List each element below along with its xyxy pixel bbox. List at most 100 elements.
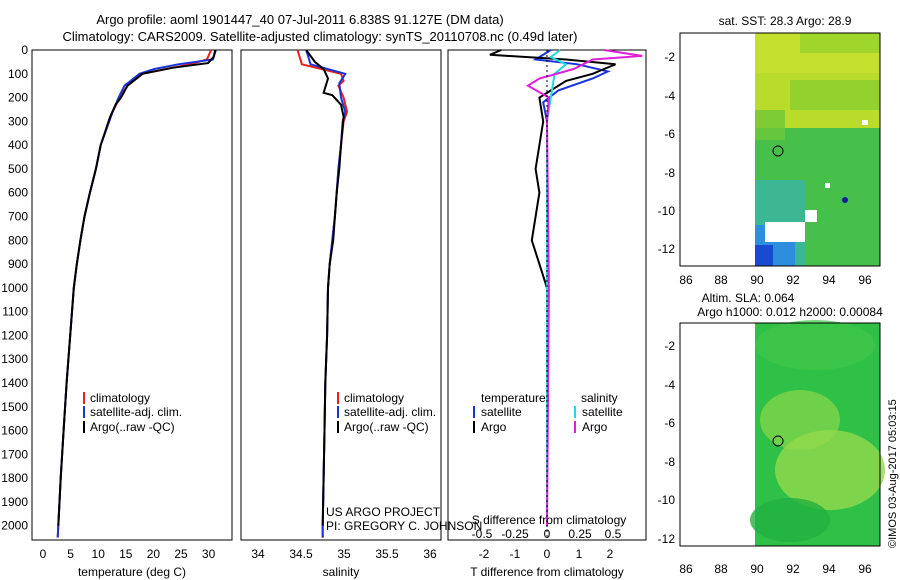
sal-xtick: 35: [337, 547, 351, 561]
sst-ytick: -2: [664, 50, 675, 64]
sal-xtick: 34.5: [289, 547, 313, 561]
series-line-satellite-adj-clim-: [56, 49, 217, 538]
legend-label: Argo: [582, 420, 608, 434]
depth-tick-label: 1300: [1, 352, 28, 366]
legend-label: Argo: [481, 420, 507, 434]
credit-line2: PI: GREGORY C. JOHNSON: [326, 519, 482, 533]
credit-line1: US ARGO PROJECT: [326, 505, 441, 519]
sst-argo-marker: [772, 145, 784, 157]
diff-top-tick: 0: [544, 527, 551, 541]
depth-axis: 0 100 200 300 400 500 600 700 800 900 1000 1100 1200…: [1, 43, 28, 533]
salinity-panel-frame: [240, 49, 442, 541]
depth-tick-label: 1600: [1, 424, 28, 438]
sla-ytick: -10: [658, 493, 676, 507]
depth-tick-label: 1100: [2, 305, 28, 319]
series-line-climatology: [296, 49, 349, 538]
temp-xlabel: temperature (deg C): [78, 565, 186, 579]
sal-xtick: 36: [423, 547, 437, 561]
temperature-panel-frame: [31, 49, 233, 541]
sla-ytick: -2: [664, 339, 675, 353]
diff-bottom-tick: 1: [576, 547, 583, 561]
sst-ytick: -8: [664, 166, 675, 180]
sla-map: [679, 320, 885, 547]
depth-tick-label: 700: [8, 210, 28, 224]
depth-tick-label: 400: [8, 138, 28, 152]
depth-tick-label: 300: [8, 114, 28, 128]
imos-stamp: ©IMOS 03-Aug-2017 05:03:15: [887, 399, 899, 548]
sst-xtick: 96: [858, 273, 872, 287]
depth-tick-label: 1500: [1, 400, 28, 414]
sal-xtick: 35.5: [375, 547, 399, 561]
header-line2: Climatology: CARS2009. Satellite-adjuste…: [62, 29, 578, 44]
legend-label: satellite: [481, 405, 522, 419]
sst-xtick: 90: [750, 273, 764, 287]
salinity-xticks: 34 34.5 35 35.5 36: [251, 547, 437, 561]
diff-top-ticks: -0.5 -0.25 0 0.25 0.5: [472, 527, 622, 541]
series-line-temperature-argo: [489, 49, 616, 526]
sla-xtick: 94: [822, 562, 836, 576]
legend-label: satellite-adj. clim.: [344, 405, 436, 419]
sla-xtick: 96: [858, 562, 872, 576]
temperature-xticks: 0 5 10 15 20 25 30: [40, 547, 216, 561]
sla-xtick: 92: [786, 562, 800, 576]
sst-ytick: -10: [658, 204, 676, 218]
diff-top-tick: -0.25: [501, 527, 529, 541]
diff-top-tick: 0.5: [605, 527, 622, 541]
sst-ytick: -6: [664, 127, 675, 141]
legend-label: climatology: [344, 391, 404, 405]
sst-xtick: 88: [714, 273, 728, 287]
series-line-salinity-argo: [526, 49, 643, 526]
sst-yticks: -2 -4 -6 -8 -10 -12: [658, 50, 676, 256]
sla-yticks: -2 -4 -6 -8 -10 -12: [658, 339, 676, 546]
diff-top-tick: 0.25: [568, 527, 592, 541]
salinity-legend: climatology satellite-adj. clim. Argo(..…: [337, 391, 436, 434]
sst-map: [679, 32, 881, 267]
salinity-series: [296, 49, 349, 538]
depth-tick-label: 1000: [1, 281, 28, 295]
depth-tick-label: 1700: [1, 447, 28, 461]
series-line-satellite-adj-clim-: [305, 49, 347, 538]
sla-argo-marker: [772, 435, 784, 447]
diff-xlabel: T difference from climatology: [470, 565, 624, 579]
temp-xtick: 30: [202, 547, 216, 561]
depth-tick-label: 800: [8, 233, 28, 247]
legend-label: Argo(..raw -QC): [90, 420, 175, 434]
diff-bottom-tick: -2: [479, 547, 490, 561]
sla-map-title2: Argo h1000: 0.012 h2000: 0.00084: [697, 305, 883, 319]
sal-xlabel: salinity: [323, 565, 360, 579]
temp-xtick: 10: [92, 547, 106, 561]
depth-tick-label: 200: [8, 91, 28, 105]
sst-xtick: 86: [679, 273, 693, 287]
sla-xtick: 88: [714, 562, 728, 576]
sst-xtick: 92: [786, 273, 800, 287]
header-line1: Argo profile: aoml 1901447_40 07-Jul-201…: [96, 12, 504, 27]
depth-tick-label: 500: [8, 162, 28, 176]
temp-xtick: 25: [174, 547, 188, 561]
depth-tick-label: 100: [8, 67, 28, 81]
diff-bottom-ticks: -2 -1 0 1 2: [479, 547, 614, 561]
temp-xtick: 15: [119, 547, 133, 561]
sla-ytick: -4: [664, 378, 675, 392]
sla-ytick: -12: [658, 532, 676, 546]
legend-temp-title: temperature: [481, 391, 546, 405]
sst-ytick: -4: [664, 89, 675, 103]
series-line-argo-raw-qc-: [305, 49, 345, 526]
diff-bottom-tick: 0: [544, 547, 551, 561]
depth-tick-label: 1200: [1, 328, 28, 342]
sla-ytick: -8: [664, 455, 675, 469]
sla-map-title1: Altim. SLA: 0.064: [702, 291, 795, 305]
series-line-argo-raw-qc-: [57, 49, 217, 526]
series-line-climatology: [56, 49, 213, 538]
diff-top-tick: -0.5: [472, 527, 493, 541]
sla-xticks: 86 88 90 92 94 96: [679, 562, 872, 576]
legend-sal-title: salinity: [581, 391, 618, 405]
sst-map-title: sat. SST: 28.3 Argo: 28.9: [719, 14, 852, 28]
legend-label: Argo(..raw -QC): [344, 420, 429, 434]
sla-xtick: 90: [750, 562, 764, 576]
sst-xtick: 94: [822, 273, 836, 287]
legend-label: climatology: [90, 391, 150, 405]
temp-xtick: 0: [40, 547, 47, 561]
sla-xtick: 86: [679, 562, 693, 576]
series-line-temperature-satellite: [532, 49, 611, 526]
